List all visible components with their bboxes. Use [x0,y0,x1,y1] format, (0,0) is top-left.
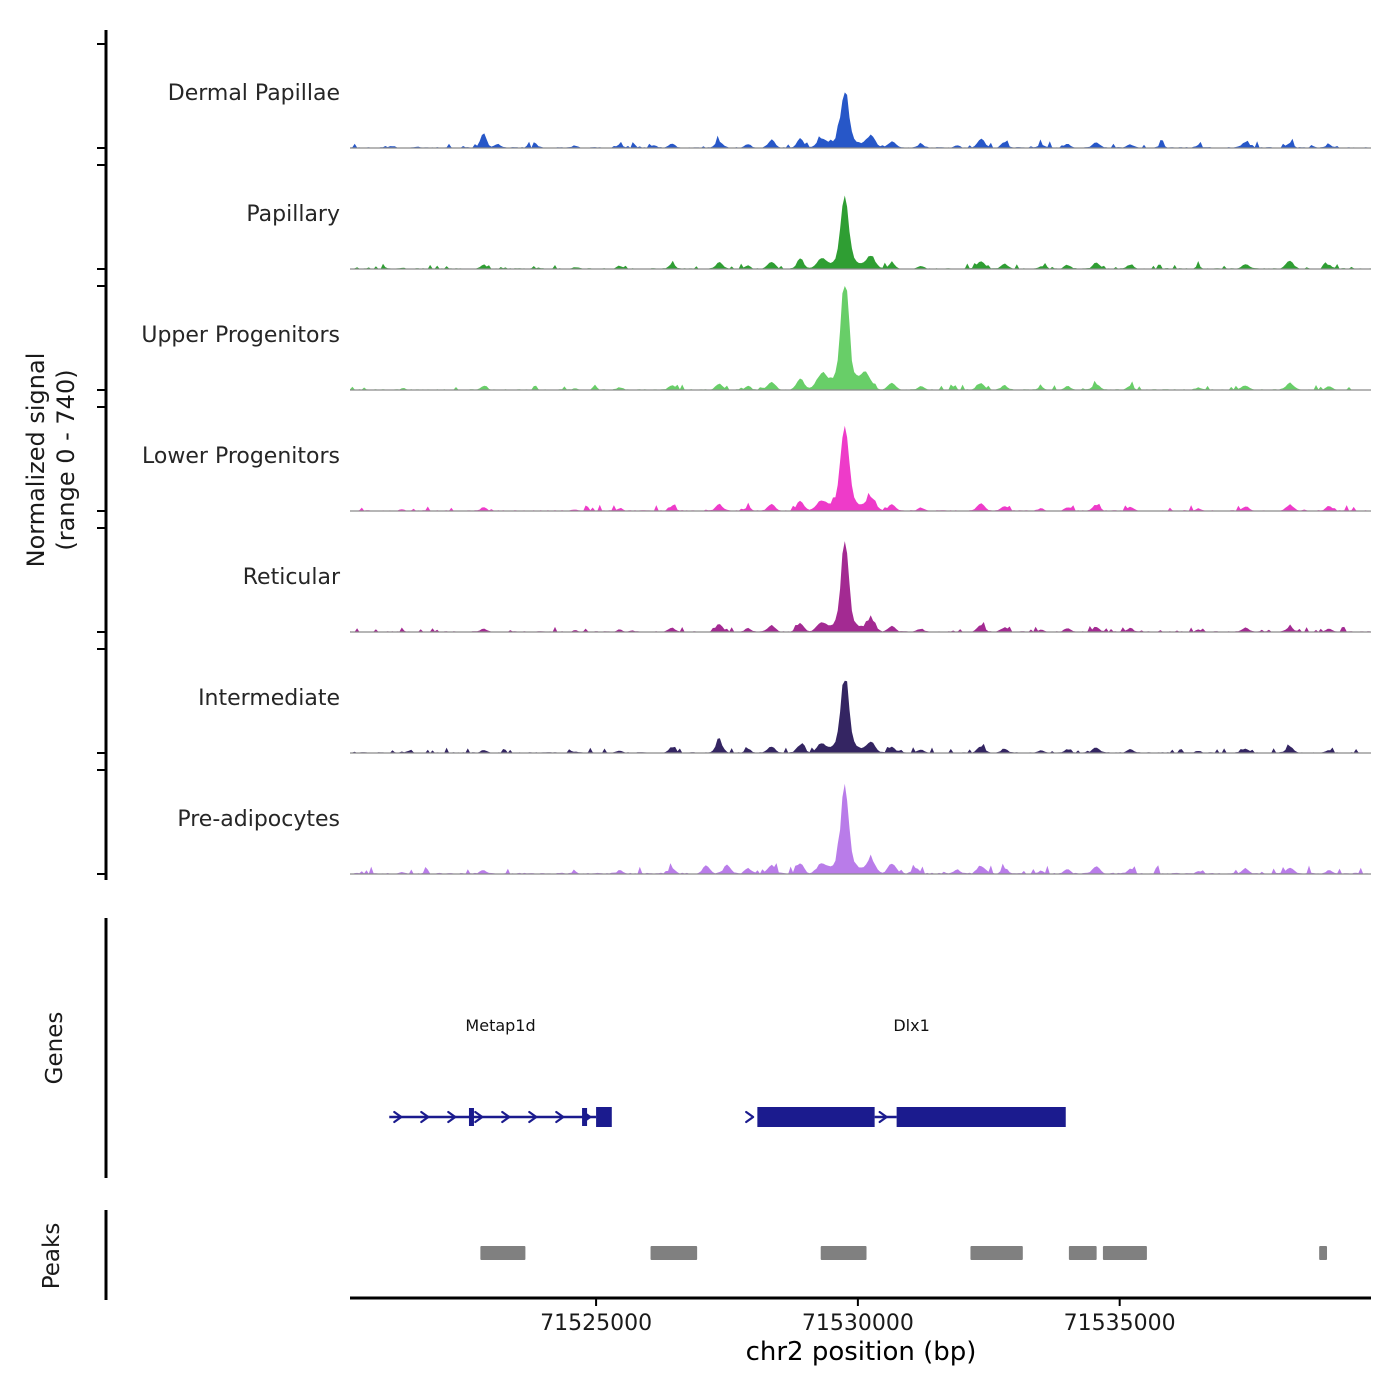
signal-area [350,195,1371,269]
peak-rect [1102,1246,1147,1260]
peaks-panel-label: Peaks [39,1223,65,1290]
signal-area [350,680,1371,753]
peak-rect [1068,1246,1097,1260]
gene-label: Dlx1 [893,1016,929,1035]
x-axis-title: chr2 position (bp) [746,1337,977,1367]
gene-exon-box [896,1107,1066,1127]
strand-arrow-icon [501,1110,511,1124]
track-label: Pre-adipocytes [177,807,340,832]
x-axis-ticks: 71525000 71530000 71535000 [540,1298,1176,1336]
x-tick-label: 71525000 [540,1311,652,1336]
signal-area [350,783,1371,874]
track-label: Intermediate [198,686,340,711]
peak-rect [1319,1246,1328,1260]
y-axis-label-line1: Normalized signal [22,353,50,568]
genes-track: Metap1d Dlx1 [389,1016,1066,1127]
strand-arrow-icon [474,1110,484,1124]
signal-axis-ticks [97,43,106,875]
peak-rect [820,1246,867,1260]
peak-rect [970,1246,1023,1260]
x-tick-label: 71535000 [1064,1311,1176,1336]
track-label: Papillary [246,202,340,227]
peaks-track [480,1246,1328,1260]
gene-exon-tick [468,1108,474,1126]
track-label: Dermal Papillae [168,81,340,106]
signal-tracks: Dermal Papillae Papillary Upper Progenitor… [141,81,1371,875]
strand-arrow-icon [528,1110,538,1124]
signal-area [350,286,1371,390]
gene-label: Metap1d [465,1016,535,1035]
genes-panel-label: Genes [42,1012,68,1085]
signal-area [350,541,1371,632]
gene-exon-box [596,1107,612,1127]
signal-area [350,92,1371,148]
signal-area [350,425,1371,511]
strand-arrow-icon [555,1110,565,1124]
strand-arrow-icon [447,1110,457,1124]
peak-rect [650,1246,698,1260]
track-label: Reticular [243,565,341,590]
y-axis-label-line2: (range 0 - 740) [52,369,80,550]
x-tick-label: 71530000 [802,1311,914,1336]
strand-arrow-icon [745,1110,755,1124]
gene-exon-tick [582,1108,588,1126]
strand-arrow-icon [420,1110,430,1124]
track-label: Upper Progenitors [141,323,340,348]
strand-arrow-icon [878,1110,888,1124]
strand-arrow-icon [393,1110,403,1124]
track-label: Lower Progenitors [142,444,340,469]
gene-exon-box [757,1107,875,1127]
peak-rect [480,1246,526,1260]
